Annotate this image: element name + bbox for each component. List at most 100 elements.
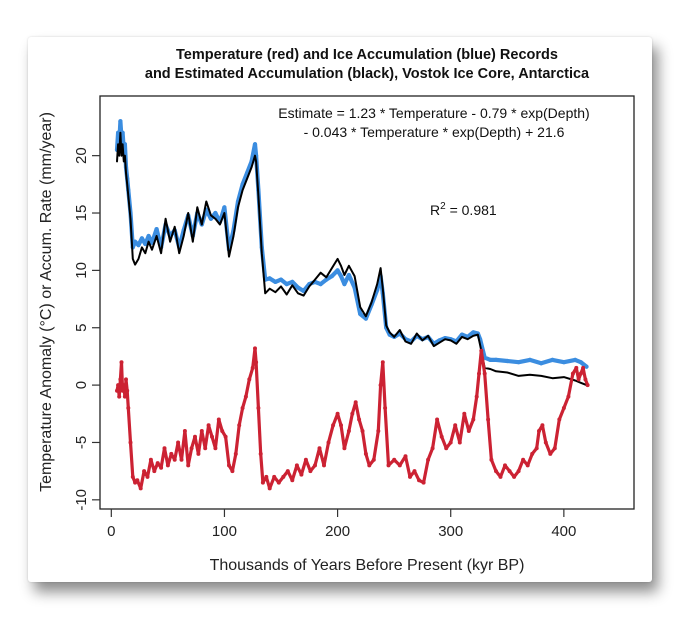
temperature-point [267,486,272,491]
temperature-point [326,440,331,445]
temperature-point [223,434,228,439]
temperature-point [378,383,383,388]
temperature-point [237,423,242,428]
temperature-point [196,451,201,456]
ice-accumulation-point [139,236,144,241]
plot-frame [99,95,635,510]
r-squared-sup: 2 [440,201,446,212]
x-tick-label: 300 [438,523,463,540]
temperature-point [426,457,431,462]
temperature-point [193,434,197,439]
temperature-point [281,474,286,479]
ice-accumulation-point [335,268,340,273]
temperature-point [353,400,358,405]
temperature-point [121,383,126,388]
ice-accumulation-point [346,272,351,278]
chart-title-line-2: and Estimated Accumulation (black), Vost… [145,66,590,82]
temperature-point [308,469,313,474]
ice-accumulation-point [252,142,258,147]
temperature-point [142,469,147,474]
temperature-point [561,406,566,410]
temperature-point [322,463,326,468]
temperature-point [448,440,453,445]
temperature-point [534,446,539,451]
x-tick-label: 0 [107,523,115,540]
temperature-point [516,469,521,474]
x-axis: 0 100 200 300 400 [107,509,576,540]
temperature-point [457,440,462,445]
temperature-point [276,480,281,485]
ice-accumulation-point [516,360,521,365]
temperature-point [376,429,381,433]
temperature-point [317,446,322,451]
temperature-point [360,429,365,433]
temperature-point [227,463,231,468]
temperature-point [346,429,351,433]
y-tick-label: 20 [73,147,90,164]
temperature-point [135,478,140,483]
temperature-point [145,474,150,479]
temperature-point [371,457,376,462]
temperature-point [548,451,553,456]
temperature-point [489,457,494,462]
temperature-point [172,457,177,462]
series-temperature [115,346,590,491]
ice-accumulation-point [578,360,583,365]
ice-accumulation-point [136,243,141,248]
temperature-point [350,411,355,416]
ice-accumulation-point [561,360,567,365]
ice-accumulation-point [122,142,127,147]
ice-accumulation-point [284,282,289,287]
ice-accumulation-point [539,361,544,366]
x-tick-label: 400 [551,523,576,540]
ice-accumulation-point [324,277,329,282]
temperature-point [383,406,388,410]
temperature-point [117,394,122,399]
temperature-point [494,469,498,474]
temperature-point [540,423,545,428]
temperature-point [482,371,487,376]
temperature-point [179,457,184,462]
ice-accumulation-line [114,119,589,369]
temperature-point [260,480,265,485]
temperature-point [240,406,245,410]
temperature-point [272,474,277,479]
temperature-point [313,463,317,468]
temperature-point [120,388,125,393]
ice-accumulation-point [584,364,589,369]
temperature-point [169,451,174,456]
y-axis-label: Temperature Anomaly (°C) or Accum. Rate … [38,112,55,492]
temperature-line [115,346,590,490]
y-tick-label: 5 [73,324,90,332]
temperature-point [430,446,435,451]
temperature-point [165,463,170,468]
chart-card [28,37,652,582]
ice-accumulation-point [363,316,368,321]
temperature-point [285,469,290,474]
temperature-point [403,454,408,459]
temperature-point [116,383,121,388]
temperature-point [507,469,512,474]
temperature-point [124,377,128,382]
temperature-point [392,457,397,462]
ice-accumulation-point [146,233,151,239]
equation-line-2: - 0.043 * Temperature * exp(Depth) + 21.… [304,124,565,140]
temperature-point [474,394,479,399]
temperature-point [543,440,548,445]
temperature-point [290,478,295,483]
temperature-point [357,417,362,422]
temperature-point [408,474,412,479]
x-tick-label: 100 [212,523,237,540]
temperature-point [152,469,157,474]
ice-accumulation-point [318,282,323,287]
temperature-point [479,348,484,353]
temperature-point [216,417,221,422]
temperature-point [439,434,444,439]
ice-accumulation-point [208,216,213,221]
temperature-point [421,480,426,485]
temperature-point [230,469,235,474]
ice-accumulation-point [338,274,344,279]
temperature-point [367,463,372,468]
temperature-point [486,417,491,422]
temperature-point [462,411,467,416]
